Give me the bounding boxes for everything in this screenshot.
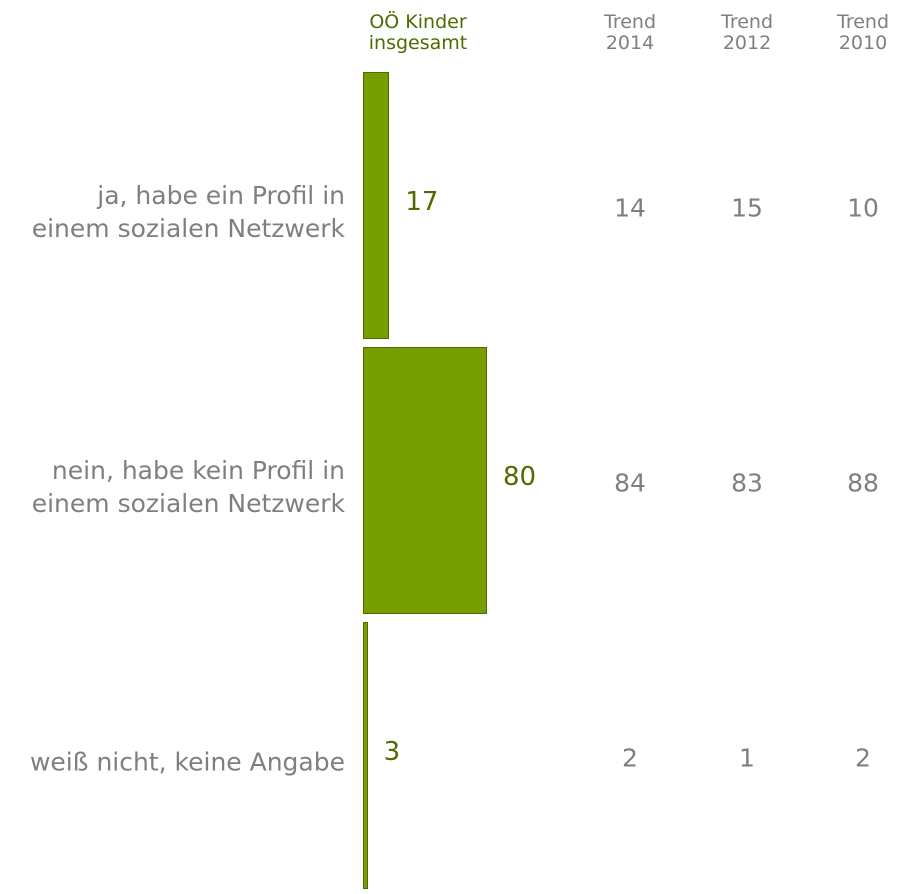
bar [363,72,390,339]
series-header: OÖ Kinder insgesamt [368,11,468,54]
trend-value: 10 [847,193,879,222]
trend-value: 88 [847,468,879,497]
category-label: ja, habe ein Profil in einem sozialen Ne… [31,180,345,243]
value-label: 80 [503,461,537,492]
trend-header: Trend 2014 [604,11,656,54]
trend-value: 15 [731,193,763,222]
trend-value: 83 [731,468,763,497]
trend-value: 14 [614,193,646,222]
value-label: 3 [383,736,401,767]
trend-value: 2 [855,743,871,772]
value-label: 17 [405,186,439,217]
bar [363,622,368,889]
trend-value: 84 [614,468,646,497]
trend-value: 1 [739,743,755,772]
trend-header: Trend 2010 [837,11,889,54]
trend-header: Trend 2012 [721,11,773,54]
bar [363,347,487,614]
category-label: weiß nicht, keine Angabe [29,747,345,776]
trend-value: 2 [622,743,638,772]
category-label: nein, habe kein Profil in einem sozialen… [31,455,345,518]
